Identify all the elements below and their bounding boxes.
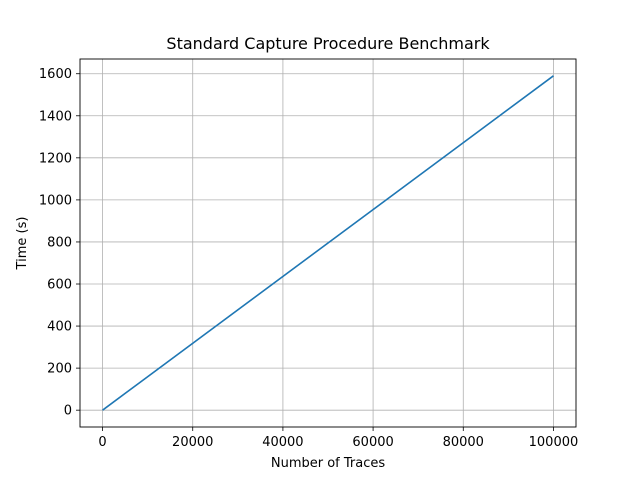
y-tick-label: 1200: [39, 151, 72, 166]
y-tick-label: 1400: [39, 109, 72, 124]
series-layer: [102, 75, 554, 411]
x-tick-label: 40000: [262, 435, 303, 450]
x-tick-label: 60000: [352, 435, 393, 450]
x-tick-label: 0: [98, 435, 106, 450]
ticks: 0 20000 40000 60000 80000 100000 0 200 400 600 800…: [39, 67, 578, 450]
y-tick-label: 200: [47, 362, 72, 377]
y-tick-label: 400: [47, 320, 72, 335]
y-tick-label: 0: [64, 404, 72, 419]
x-tick-label: 80000: [443, 435, 484, 450]
x-axis-label: Number of Traces: [271, 456, 386, 471]
series-line: [102, 75, 554, 411]
chart-title: Standard Capture Procedure Benchmark: [166, 34, 490, 53]
y-axis-label: Time (s): [15, 217, 30, 271]
y-tick-label: 1600: [39, 67, 72, 82]
y-tick-label: 1000: [39, 193, 72, 208]
plot-frame: [79, 58, 577, 428]
y-tick-label: 800: [47, 235, 72, 250]
x-tick-label: 20000: [172, 435, 213, 450]
y-tick-label: 600: [47, 278, 72, 293]
x-tick-label: 100000: [529, 435, 579, 450]
grid: [80, 59, 576, 427]
